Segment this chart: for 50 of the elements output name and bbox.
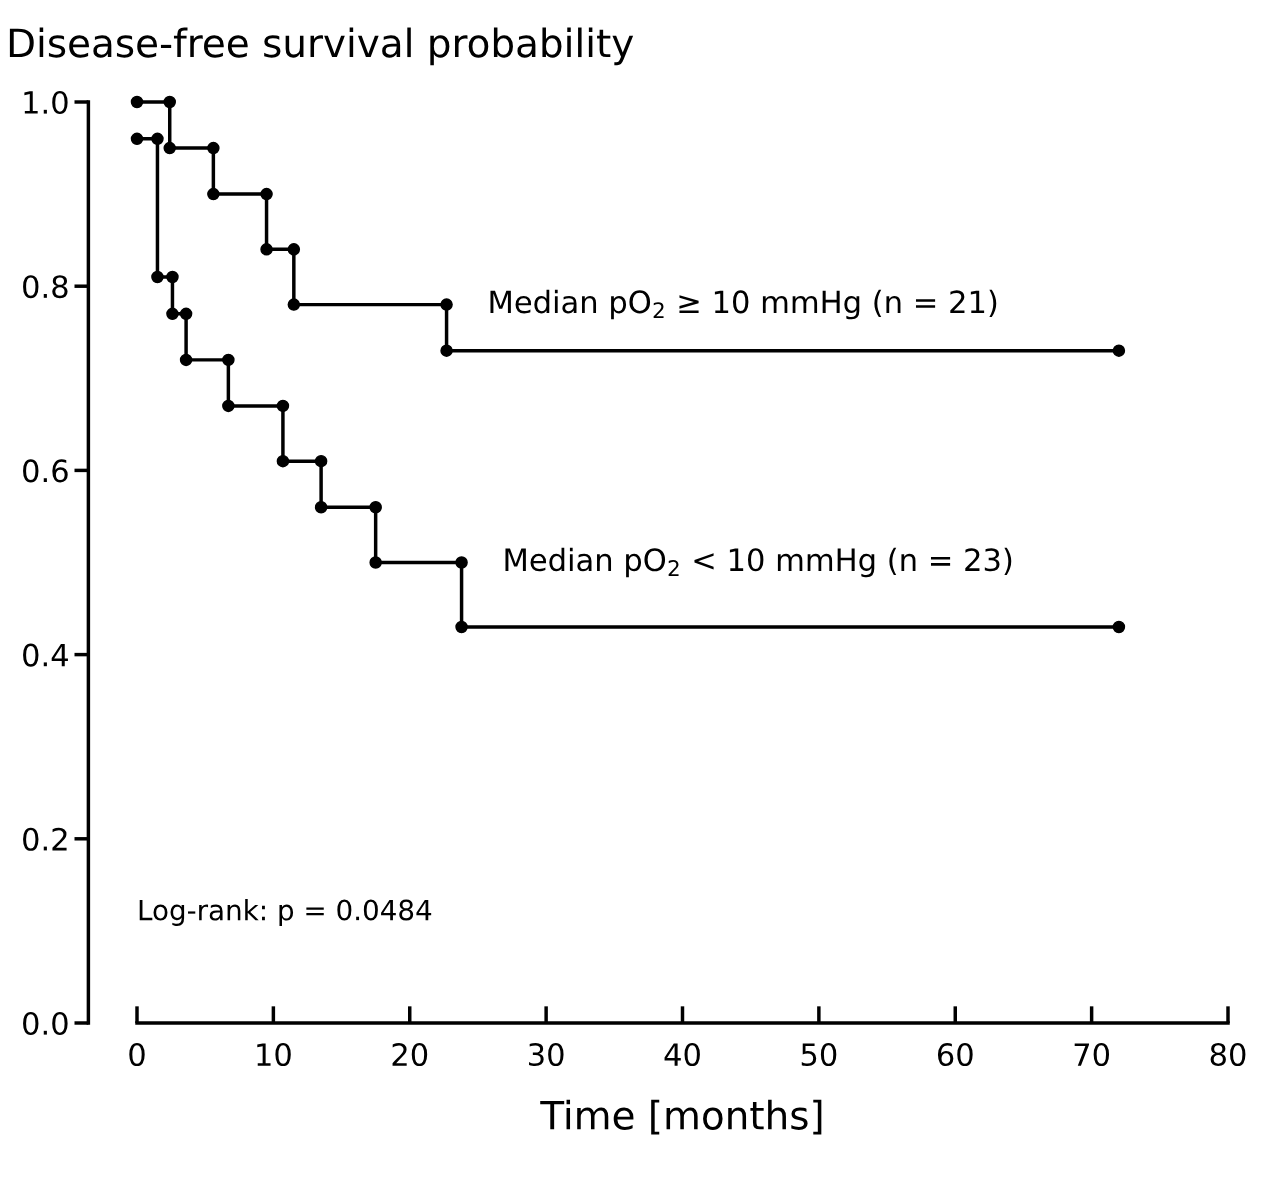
- series-label: Median pO$_{2}$ ≥ 10 mmHg (n = 21): [490, 289, 997, 320]
- x-tick-label: 50: [801, 1042, 837, 1067]
- x-tick-label: 0: [129, 1042, 145, 1067]
- point: [276, 399, 290, 413]
- x-axis-title: Time [months]: [540, 1099, 822, 1135]
- point: [179, 307, 193, 321]
- series-label: Median pO$_{2}$ < 10 mmHg (n = 23): [505, 547, 1012, 578]
- y-tick-label: 0.2: [23, 827, 67, 851]
- point: [222, 399, 235, 413]
- y-tick-label: 0.4: [23, 643, 68, 667]
- point: [166, 270, 179, 284]
- point: [163, 141, 176, 155]
- point: [207, 141, 220, 155]
- point: [130, 132, 144, 146]
- point: [287, 298, 301, 311]
- y-tick-label: 0.0: [23, 1011, 68, 1036]
- point: [222, 353, 235, 367]
- point: [151, 132, 164, 146]
- x-tick-label: 80: [1210, 1042, 1246, 1067]
- point: [163, 95, 176, 109]
- y-tick-label: 1.0: [24, 90, 68, 115]
- x-tick-label: 30: [529, 1042, 564, 1067]
- point: [179, 353, 193, 367]
- point: [440, 344, 453, 357]
- point: [1112, 620, 1126, 634]
- x-tick-label: 10: [257, 1042, 291, 1067]
- point: [369, 556, 382, 569]
- point: [130, 95, 144, 109]
- point: [369, 500, 382, 514]
- point: [455, 620, 468, 634]
- point: [276, 454, 290, 468]
- x-tick-label: 20: [392, 1042, 428, 1067]
- point: [440, 298, 453, 311]
- y-tick-label: 0.8: [23, 275, 68, 299]
- y-axis-title: Disease-free survival probability: [9, 27, 634, 66]
- point: [314, 500, 328, 514]
- point: [166, 307, 179, 321]
- point: [287, 243, 301, 256]
- point: [207, 187, 220, 201]
- point: [151, 270, 164, 284]
- annotation: Log-rank: p = 0.0484: [139, 899, 432, 926]
- point: [314, 454, 328, 468]
- point: [260, 187, 273, 201]
- point: [455, 556, 468, 569]
- x-tick-label: 70: [1074, 1042, 1110, 1067]
- point: [1112, 344, 1126, 357]
- y-tick-label: 0.6: [23, 459, 68, 483]
- x-tick-label: 60: [937, 1042, 973, 1067]
- point: [260, 243, 273, 256]
- x-tick-label: 40: [664, 1042, 700, 1067]
